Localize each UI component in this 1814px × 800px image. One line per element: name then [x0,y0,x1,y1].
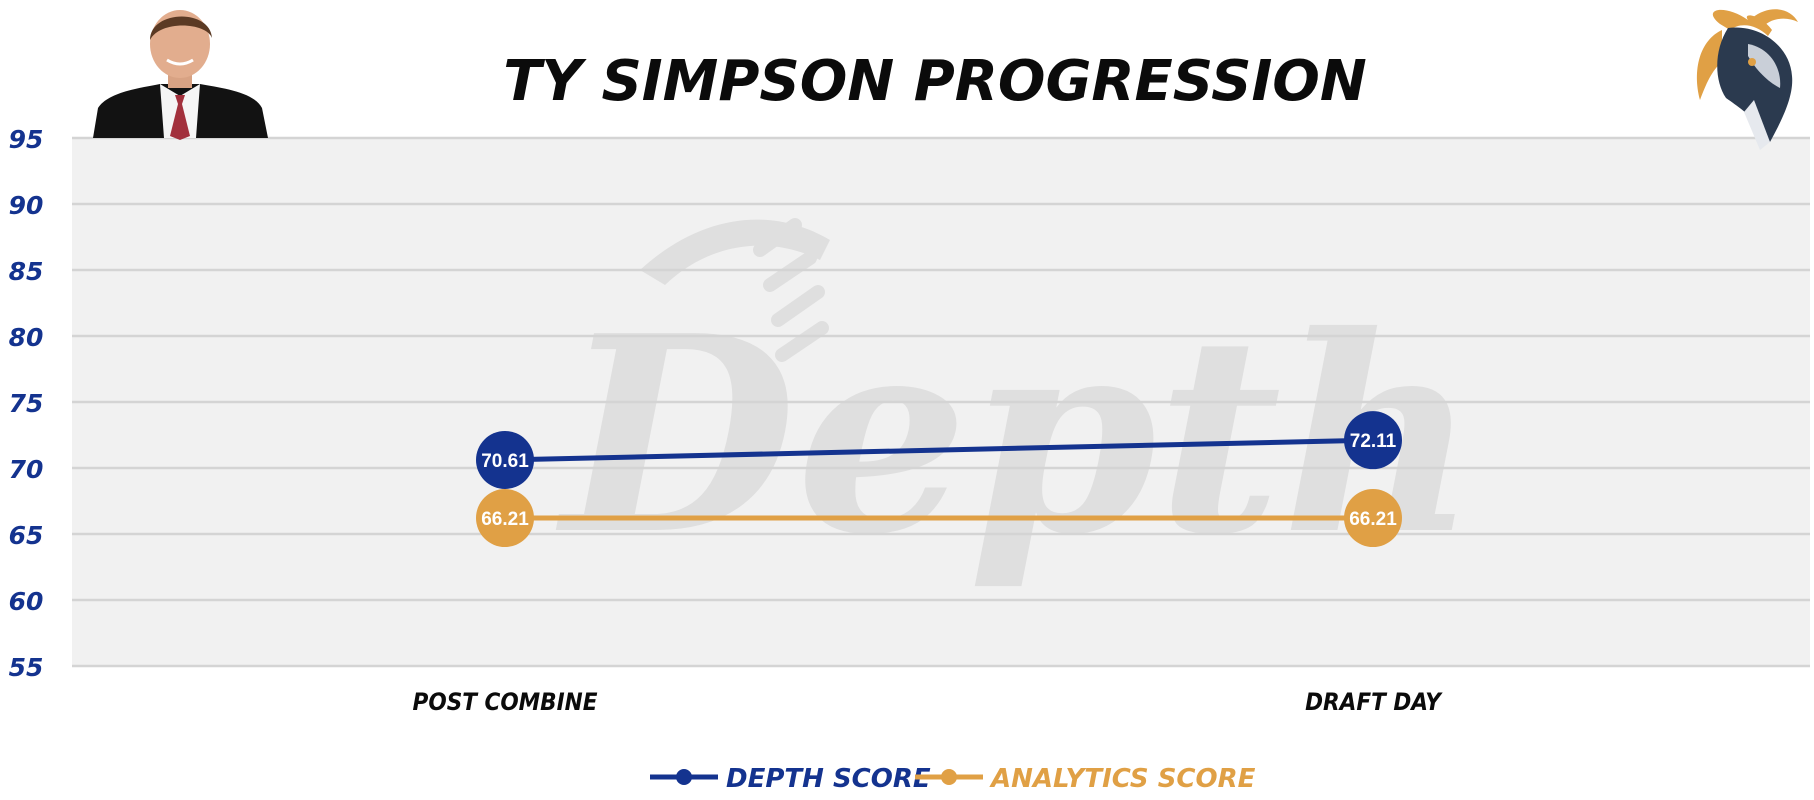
x-tick-label: POST COMBINE [413,688,598,716]
y-tick-label: 90 [9,191,44,220]
depth-watermark: Depth [554,218,1478,594]
series-analytics: 66.21 66.21 [476,489,1402,548]
player-headshot-icon [93,10,268,140]
x-tick-label: DRAFT DAY [1305,688,1443,716]
data-point-analytics [1344,489,1402,548]
y-tick-label: 80 [9,323,44,352]
data-point-analytics [476,489,534,548]
chart-title: TY SIMPSON PROGRESSION [503,49,1367,114]
y-axis: 95 90 85 80 75 70 65 60 55 [9,125,44,682]
y-tick-label: 75 [9,389,44,418]
data-label-analytics: 66.21 [1349,509,1397,530]
legend-label-depth: DEPTH SCORE [726,764,931,794]
legend-marker-analytics [941,769,957,785]
legend: DEPTH SCORE ANALYTICS SCORE [650,764,1256,794]
data-label-analytics: 66.21 [481,509,529,530]
legend-marker-depth [676,769,692,785]
y-tick-label: 95 [9,125,44,154]
y-tick-label: 65 [9,521,44,550]
legend-item-depth: DEPTH SCORE [650,764,931,794]
data-point-depth [476,430,534,489]
y-tick-label: 85 [9,257,44,286]
y-tick-label: 70 [9,455,44,484]
y-tick-label: 55 [9,653,44,682]
legend-item-analytics: ANALYTICS SCORE [915,764,1256,794]
data-point-depth [1344,411,1402,470]
data-label-depth: 70.61 [481,451,529,472]
x-axis: POST COMBINE DRAFT DAY [413,688,1444,716]
y-tick-label: 60 [9,587,44,616]
legend-label-analytics: ANALYTICS SCORE [989,764,1256,794]
grid [72,136,1810,668]
series-depth: 70.61 72.11 [476,411,1402,489]
series: 66.21 66.21 70.61 72.11 [476,411,1402,548]
series-line-depth [504,437,1374,463]
goat-logo-icon [1696,9,1798,150]
watermark-text: Depth [554,276,1478,594]
data-label-depth: 72.11 [1350,431,1397,452]
